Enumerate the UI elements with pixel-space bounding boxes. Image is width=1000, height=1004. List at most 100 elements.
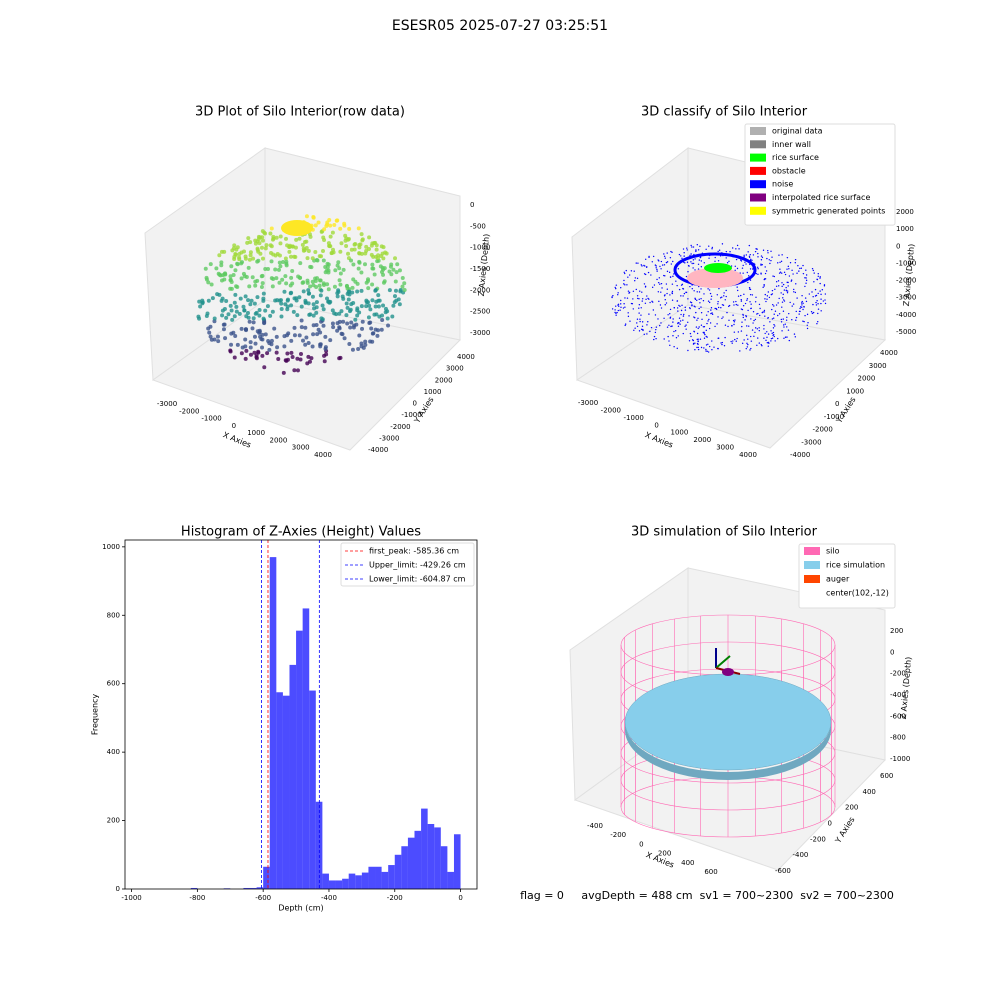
noise-dot bbox=[702, 326, 705, 328]
noise-dot bbox=[697, 346, 700, 349]
point-cloud-dot bbox=[232, 314, 237, 319]
noise-dot bbox=[637, 262, 639, 264]
noise-dot bbox=[750, 318, 752, 320]
noise-dot bbox=[788, 268, 790, 270]
point-cloud-dot bbox=[232, 355, 237, 360]
point-cloud-dot bbox=[381, 303, 386, 308]
point-cloud-dot bbox=[375, 333, 380, 338]
noise-dot bbox=[740, 294, 742, 297]
point-cloud-dot bbox=[274, 276, 279, 281]
point-cloud-dot bbox=[314, 300, 319, 305]
z-tick-label: -5000 bbox=[896, 328, 916, 336]
noise-dot bbox=[710, 295, 713, 297]
noise-dot bbox=[697, 327, 699, 330]
noise-dot bbox=[732, 314, 734, 316]
point-cloud-dot bbox=[368, 339, 373, 344]
point-cloud-dot bbox=[341, 267, 346, 272]
point-cloud-dot bbox=[317, 278, 322, 283]
noise-dot bbox=[717, 303, 719, 305]
point-cloud-dot bbox=[260, 353, 265, 358]
noise-dot bbox=[741, 308, 744, 311]
point-cloud-dot bbox=[311, 302, 316, 307]
point-cloud-dot bbox=[290, 244, 295, 249]
noise-dot bbox=[686, 249, 688, 251]
noise-dot bbox=[717, 260, 720, 262]
noise-dot bbox=[743, 293, 745, 296]
noise-dot bbox=[819, 276, 821, 278]
noise-dot bbox=[693, 305, 695, 307]
noise-dot bbox=[750, 258, 752, 261]
noise-dot bbox=[623, 279, 625, 282]
noise-dot bbox=[802, 308, 804, 311]
noise-dot bbox=[724, 324, 727, 326]
y-tick-label: 600 bbox=[880, 772, 893, 780]
noise-dot bbox=[646, 324, 648, 326]
noise-dot bbox=[696, 244, 699, 246]
point-cloud-dot bbox=[383, 306, 388, 311]
point-cloud-dot bbox=[264, 243, 269, 248]
noise-dot bbox=[694, 297, 696, 300]
noise-dot bbox=[763, 337, 765, 339]
bar bbox=[440, 846, 448, 889]
noise-dot bbox=[694, 269, 696, 271]
noise-dot bbox=[669, 308, 672, 311]
point-cloud-dot bbox=[235, 261, 240, 266]
point-cloud-dot bbox=[229, 264, 234, 269]
noise-dot bbox=[672, 318, 674, 320]
noise-dot bbox=[778, 313, 781, 315]
noise-dot bbox=[614, 309, 616, 311]
point-cloud-dot bbox=[273, 267, 278, 272]
point-cloud-dot bbox=[388, 264, 393, 269]
noise-dot bbox=[696, 338, 698, 341]
point-cloud-dot bbox=[269, 259, 274, 264]
point-cloud-dot bbox=[306, 288, 311, 293]
legend-label: first_peak: -585.36 cm bbox=[369, 547, 459, 556]
noise-dot bbox=[642, 329, 644, 332]
noise-dot bbox=[710, 298, 712, 300]
point-cloud-dot bbox=[212, 337, 217, 342]
noise-dot bbox=[645, 298, 647, 301]
noise-dot bbox=[762, 311, 764, 313]
noise-dot bbox=[659, 304, 662, 306]
point-cloud-dot bbox=[276, 357, 281, 362]
point-cloud-dot bbox=[305, 256, 310, 261]
point-cloud-dot bbox=[248, 240, 253, 245]
noise-dot bbox=[638, 307, 640, 309]
point-cloud-dot bbox=[291, 309, 296, 314]
noise-dot bbox=[679, 305, 681, 308]
noise-dot bbox=[767, 341, 770, 344]
noise-dot bbox=[668, 271, 671, 274]
noise-dot bbox=[626, 297, 629, 299]
floor-pane bbox=[575, 304, 887, 449]
point-cloud-dot bbox=[267, 347, 272, 352]
noise-dot bbox=[624, 297, 626, 299]
noise-dot bbox=[616, 311, 618, 314]
point-cloud-dot bbox=[334, 312, 339, 317]
noise-dot bbox=[812, 303, 814, 306]
point-cloud-dot bbox=[263, 266, 268, 271]
point-cloud-dot bbox=[231, 330, 236, 335]
point-cloud-dot bbox=[349, 320, 354, 325]
noise-dot bbox=[676, 307, 679, 309]
noise-dot bbox=[734, 265, 737, 267]
point-cloud-dot bbox=[337, 319, 342, 324]
noise-dot bbox=[781, 306, 783, 308]
bar bbox=[434, 827, 441, 889]
point-cloud-dot bbox=[220, 296, 225, 301]
y-tick-label: 600 bbox=[107, 680, 120, 688]
bar bbox=[250, 887, 257, 889]
noise-dot bbox=[685, 328, 687, 330]
noise-dot bbox=[782, 297, 784, 299]
point-cloud-dot bbox=[390, 314, 395, 319]
noise-dot bbox=[699, 302, 701, 304]
noise-dot bbox=[711, 313, 714, 316]
noise-dot bbox=[764, 298, 766, 300]
noise-dot bbox=[696, 319, 698, 321]
point-cloud-dot bbox=[338, 249, 343, 254]
noise-dot bbox=[700, 346, 703, 349]
bar bbox=[289, 664, 297, 889]
noise-dot bbox=[784, 273, 787, 276]
noise-dot bbox=[778, 254, 780, 256]
noise-dot bbox=[721, 343, 723, 346]
point-cloud-dot bbox=[289, 290, 294, 295]
